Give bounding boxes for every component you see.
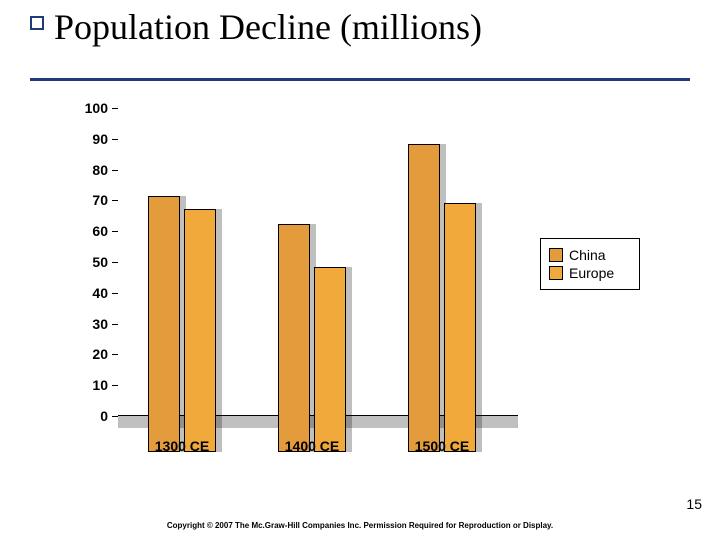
y-tick <box>112 385 118 386</box>
title-block: Population Decline (millions) <box>30 12 690 81</box>
title-bullet-icon <box>30 16 44 30</box>
y-tick <box>112 416 118 417</box>
bar-china-0 <box>148 196 180 452</box>
y-tick-label: 100 <box>60 100 108 116</box>
y-tick-label: 50 <box>60 254 108 270</box>
y-tick <box>112 170 118 171</box>
legend-label: Europe <box>569 265 614 281</box>
y-tick-label: 30 <box>60 316 108 332</box>
x-tick-label: 1400 CE <box>285 438 339 454</box>
legend-item-china: China <box>549 247 631 263</box>
page-number: 15 <box>686 496 702 512</box>
slide: Population Decline (millions) 0 10 20 30 40 5… <box>0 0 720 540</box>
bar-china-2 <box>408 144 440 452</box>
bar-shadow <box>346 267 352 452</box>
bar-europe-1 <box>314 267 346 452</box>
y-tick-label: 10 <box>60 377 108 393</box>
bar-shadow <box>476 203 482 452</box>
legend: China Europe <box>540 238 640 290</box>
y-tick-label: 60 <box>60 223 108 239</box>
legend-item-europe: Europe <box>549 265 631 281</box>
legend-swatch-icon <box>549 266 563 280</box>
y-tick <box>112 139 118 140</box>
legend-label: China <box>569 247 606 263</box>
bar-china-1 <box>278 224 310 452</box>
copyright-text: Copyright © 2007 The Mc.Graw-Hill Compan… <box>0 521 720 530</box>
y-tick-label: 70 <box>60 192 108 208</box>
y-tick-label: 20 <box>60 346 108 362</box>
y-tick-label: 40 <box>60 285 108 301</box>
y-tick <box>112 324 118 325</box>
y-tick-label: 0 <box>60 408 108 424</box>
x-tick-label: 1500 CE <box>415 438 469 454</box>
population-chart: 0102030405060708090100 1300 CE1400 CE150… <box>60 108 660 464</box>
y-tick-label: 90 <box>60 131 108 147</box>
y-tick <box>112 200 118 201</box>
slide-title: Population Decline (millions) <box>54 6 482 48</box>
y-tick <box>112 354 118 355</box>
y-tick-label: 80 <box>60 162 108 178</box>
bar-europe-2 <box>444 203 476 452</box>
legend-swatch-icon <box>549 248 563 262</box>
y-tick <box>112 108 118 109</box>
y-tick <box>112 262 118 263</box>
bar-shadow <box>216 209 222 452</box>
x-tick-label: 1300 CE <box>155 438 209 454</box>
y-tick <box>112 231 118 232</box>
y-tick <box>112 293 118 294</box>
bar-europe-0 <box>184 209 216 452</box>
